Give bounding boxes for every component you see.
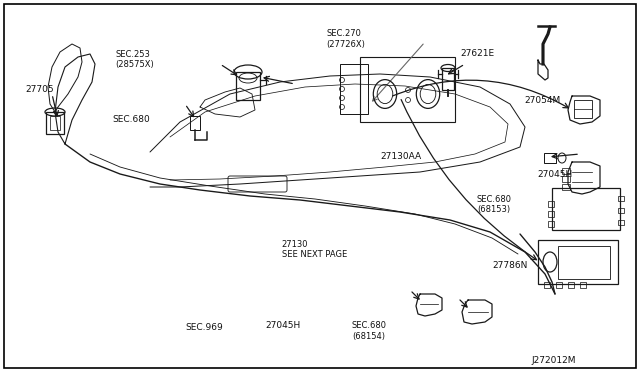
Text: SEC.969: SEC.969 <box>186 323 223 332</box>
Bar <box>538 240 618 284</box>
Bar <box>562 184 570 190</box>
Text: 27045H: 27045H <box>538 170 573 179</box>
Bar <box>556 282 562 288</box>
Bar <box>544 153 556 163</box>
Text: SEC.253
(28575X): SEC.253 (28575X) <box>115 50 154 69</box>
Text: 27045H: 27045H <box>266 321 301 330</box>
Bar <box>618 208 624 213</box>
Bar <box>618 220 624 225</box>
Bar <box>50 116 60 130</box>
Bar <box>568 282 574 288</box>
Bar <box>46 112 64 134</box>
Text: SEC.680
(68153): SEC.680 (68153) <box>477 195 512 214</box>
Bar <box>562 176 570 182</box>
Bar <box>562 168 570 174</box>
Text: 27054M: 27054M <box>525 96 561 105</box>
Text: SEC.680
(68154): SEC.680 (68154) <box>352 321 387 341</box>
Text: SEC.680: SEC.680 <box>112 115 150 124</box>
Text: 27621E: 27621E <box>461 49 495 58</box>
Text: 27786N: 27786N <box>493 262 528 270</box>
Bar <box>558 246 610 279</box>
Text: 27130AA: 27130AA <box>381 152 422 161</box>
Bar <box>548 221 554 227</box>
Text: 27705: 27705 <box>26 85 54 94</box>
Text: 27130
SEE NEXT PAGE: 27130 SEE NEXT PAGE <box>282 240 347 259</box>
Bar <box>548 201 554 207</box>
Bar <box>190 116 200 130</box>
Bar <box>552 188 620 230</box>
Bar <box>544 282 550 288</box>
Text: J272012M: J272012M <box>531 356 576 365</box>
Bar <box>618 196 624 201</box>
Bar <box>548 211 554 217</box>
Bar <box>580 282 586 288</box>
Bar <box>442 68 454 90</box>
Text: SEC.270
(27726X): SEC.270 (27726X) <box>326 29 365 49</box>
Bar <box>236 72 260 100</box>
